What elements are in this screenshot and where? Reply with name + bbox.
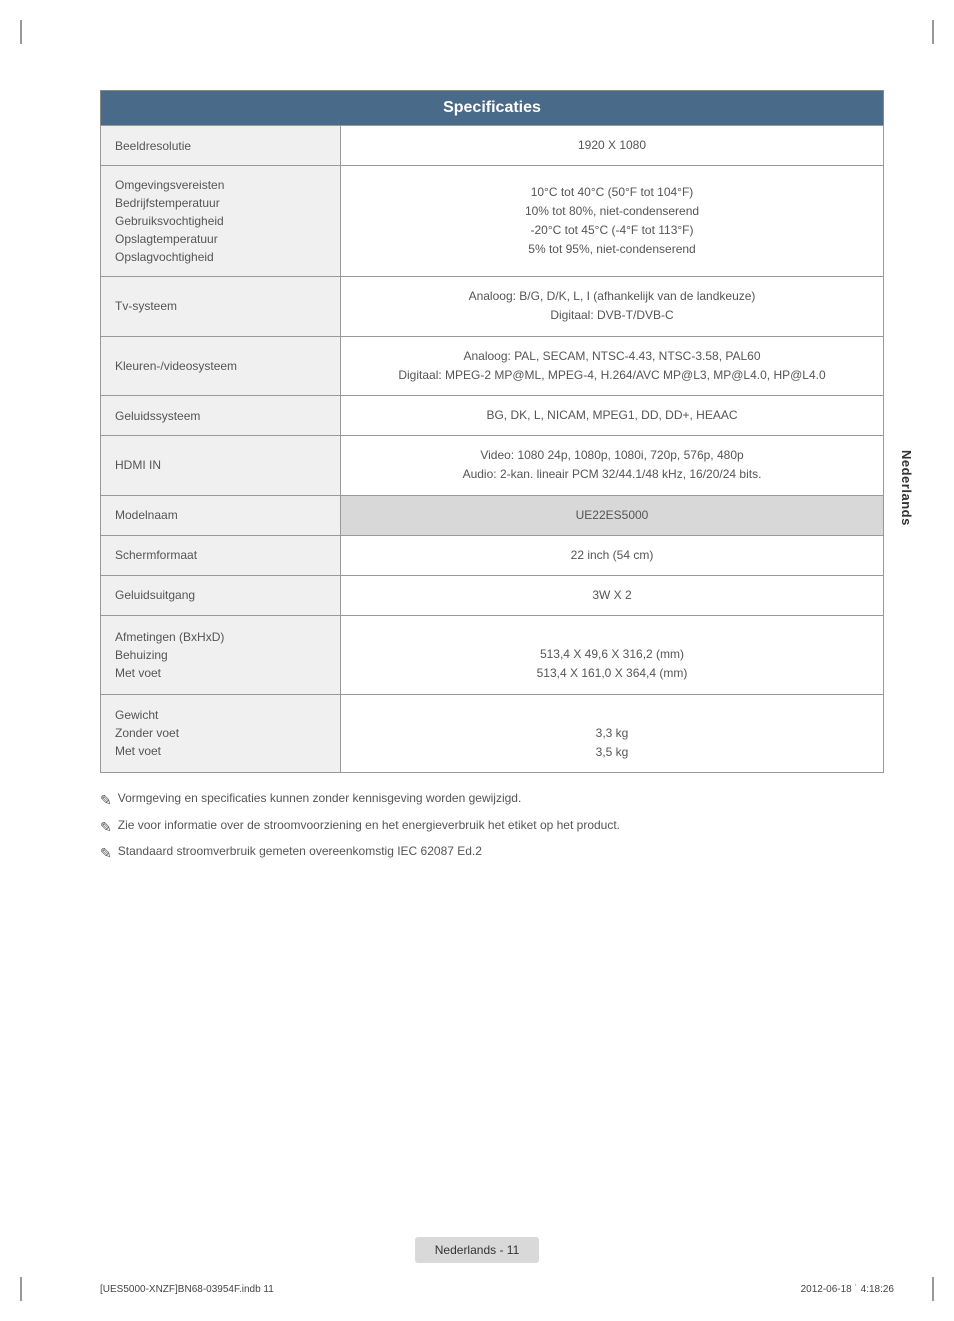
spec-label: Geluidssysteem <box>101 395 341 435</box>
language-tab: Nederlands <box>899 450 914 526</box>
crop-mark-bl <box>20 1277 22 1301</box>
spec-value: Video: 1080 24p, 1080p, 1080i, 720p, 576… <box>341 436 884 495</box>
table-row: Omgevingsvereisten Bedrijfstemperatuur G… <box>101 166 884 277</box>
note-text: Vormgeving en specificaties kunnen zonde… <box>118 787 522 810</box>
spec-value: UE22ES5000 <box>341 495 884 535</box>
spec-value: 22 inch (54 cm) <box>341 535 884 575</box>
print-meta-right: 2012-06-18 ˙ 4:18:26 <box>801 1284 894 1295</box>
note-line: ✎ Vormgeving en specificaties kunnen zond… <box>100 787 884 814</box>
spec-table: Beeldresolutie1920 X 1080Omgevingsvereis… <box>100 125 884 773</box>
note-icon: ✎ <box>100 787 112 814</box>
spec-label: Kleuren-/videosysteem <box>101 336 341 395</box>
spec-value: 513,4 X 49,6 X 316,2 (mm) 513,4 X 161,0 … <box>341 616 884 695</box>
table-row: ModelnaamUE22ES5000 <box>101 495 884 535</box>
crop-mark-tr <box>932 20 934 44</box>
spec-value: Analoog: B/G, D/K, L, I (afhankelijk van… <box>341 277 884 336</box>
table-row: Geluidsuitgang3W X 2 <box>101 575 884 615</box>
spec-table-body: Beeldresolutie1920 X 1080Omgevingsvereis… <box>101 126 884 773</box>
note-text: Zie voor informatie over de stroomvoorzi… <box>118 814 620 837</box>
spec-label: Modelnaam <box>101 495 341 535</box>
page: Specificaties Beeldresolutie1920 X 1080O… <box>0 0 954 1321</box>
spec-value: BG, DK, L, NICAM, MPEG1, DD, DD+, HEAAC <box>341 395 884 435</box>
spec-value: 10°C tot 40°C (50°F tot 104°F) 10% tot 8… <box>341 166 884 277</box>
table-row: Tv-systeemAnaloog: B/G, D/K, L, I (afhan… <box>101 277 884 336</box>
note-line: ✎ Zie voor informatie over de stroomvoorz… <box>100 814 884 841</box>
table-row: Beeldresolutie1920 X 1080 <box>101 126 884 166</box>
spec-label: Omgevingsvereisten Bedrijfstemperatuur G… <box>101 166 341 277</box>
table-row: Gewicht Zonder voet Met voet 3,3 kg 3,5 … <box>101 694 884 773</box>
note-text: Standaard stroomverbruik gemeten overeen… <box>118 840 482 863</box>
spec-value: 1920 X 1080 <box>341 126 884 166</box>
note-icon: ✎ <box>100 814 112 841</box>
spec-label: Beeldresolutie <box>101 126 341 166</box>
crop-mark-tl <box>20 20 44 44</box>
crop-mark-br <box>910 1277 934 1301</box>
table-row: Kleuren-/videosysteemAnaloog: PAL, SECAM… <box>101 336 884 395</box>
page-footer: Nederlands - 11 <box>0 1237 954 1263</box>
note-icon: ✎ <box>100 840 112 867</box>
table-row: GeluidssysteemBG, DK, L, NICAM, MPEG1, D… <box>101 395 884 435</box>
print-meta: [UES5000-XNZF]BN68-03954F.indb 11 2012-0… <box>100 1284 894 1295</box>
spec-label: HDMI IN <box>101 436 341 495</box>
spec-label: Gewicht Zonder voet Met voet <box>101 694 341 773</box>
spec-label: Tv-systeem <box>101 277 341 336</box>
table-row: HDMI INVideo: 1080 24p, 1080p, 1080i, 72… <box>101 436 884 495</box>
spec-value: 3,3 kg 3,5 kg <box>341 694 884 773</box>
table-row: Afmetingen (BxHxD) Behuizing Met voet 51… <box>101 616 884 695</box>
spec-label: Afmetingen (BxHxD) Behuizing Met voet <box>101 616 341 695</box>
page-number-badge: Nederlands - 11 <box>415 1237 540 1263</box>
spec-value: Analoog: PAL, SECAM, NTSC-4.43, NTSC-3.5… <box>341 336 884 395</box>
print-meta-left: [UES5000-XNZF]BN68-03954F.indb 11 <box>100 1284 274 1295</box>
note-line: ✎ Standaard stroomverbruik gemeten overee… <box>100 840 884 867</box>
spec-label: Schermformaat <box>101 535 341 575</box>
section-title: Specificaties <box>100 90 884 125</box>
table-row: Schermformaat22 inch (54 cm) <box>101 535 884 575</box>
spec-value: 3W X 2 <box>341 575 884 615</box>
notes-block: ✎ Vormgeving en specificaties kunnen zond… <box>100 787 884 867</box>
spec-label: Geluidsuitgang <box>101 575 341 615</box>
